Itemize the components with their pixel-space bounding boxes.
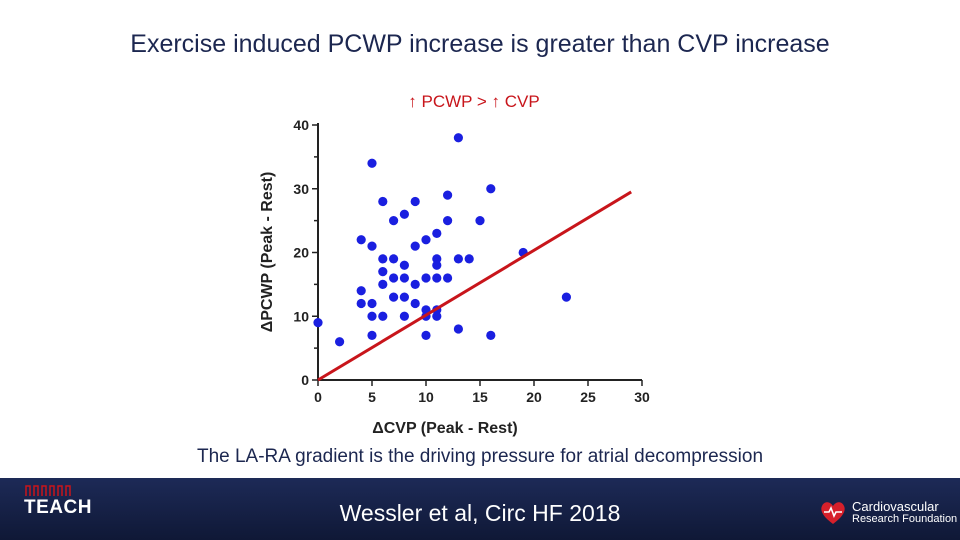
y-tick-label: 30 <box>293 181 309 197</box>
y-tick-label: 40 <box>293 117 309 133</box>
x-tick-label: 25 <box>580 389 596 405</box>
data-point <box>367 311 377 321</box>
y-tick-label: 20 <box>293 245 309 261</box>
data-point <box>486 184 496 194</box>
data-point <box>561 292 571 302</box>
data-point <box>367 330 377 340</box>
data-point <box>475 216 485 226</box>
chart-ticks: 0 10 20 30 40 0 5 10 15 20 25 30 <box>293 117 650 405</box>
x-tick-label: 10 <box>418 389 434 405</box>
x-tick-label: 5 <box>368 389 376 405</box>
data-point <box>389 216 399 226</box>
data-point <box>410 196 420 207</box>
data-point <box>453 133 463 143</box>
chart-points <box>313 133 571 347</box>
crf-logo-line1: Cardiovascular <box>852 499 939 514</box>
data-point <box>432 254 442 264</box>
data-point <box>421 330 431 340</box>
data-point <box>421 273 431 283</box>
footer-bar <box>0 478 960 540</box>
data-point <box>453 324 463 334</box>
data-point <box>378 254 388 264</box>
data-point <box>432 311 442 321</box>
teach-logo-icon <box>25 485 71 496</box>
y-tick-label: 10 <box>293 308 309 324</box>
x-tick-label: 15 <box>472 389 488 405</box>
data-point <box>367 158 377 168</box>
slide-title: Exercise induced PCWP increase is greate… <box>130 30 830 58</box>
teach-logo-text: TEACH <box>24 497 92 518</box>
data-point <box>378 311 388 321</box>
scatter-chart: 0 10 20 30 40 0 5 10 15 20 25 30 ΔCVP (Peak - Rest)… <box>259 117 650 437</box>
data-point <box>410 298 420 309</box>
crf-heart-icon <box>821 502 845 524</box>
data-point <box>389 273 399 283</box>
y-tick-label: 0 <box>301 372 309 388</box>
data-point <box>389 292 399 302</box>
data-point <box>389 254 399 264</box>
data-point <box>313 318 323 328</box>
data-point <box>399 292 409 302</box>
data-point <box>378 196 388 207</box>
data-point <box>399 273 409 283</box>
chart-title: ↑ PCWP > ↑ CVP <box>408 92 540 111</box>
data-point <box>399 260 409 270</box>
data-point <box>378 279 388 289</box>
x-axis-label: ΔCVP (Peak - Rest) <box>372 420 517 437</box>
data-point <box>443 190 453 200</box>
data-point <box>453 254 463 264</box>
chart-axes <box>317 123 642 381</box>
slide-caption: The LA-RA gradient is the driving pressu… <box>196 446 764 467</box>
data-point <box>432 228 442 238</box>
x-tick-label: 30 <box>634 389 650 405</box>
data-point <box>421 235 431 245</box>
data-point <box>335 337 345 347</box>
data-point <box>410 279 420 289</box>
crf-logo-text: Cardiovascular Research Foundation <box>852 499 958 525</box>
y-axis-label: ΔPCWP (Peak - Rest) <box>259 172 276 333</box>
data-point <box>399 311 409 321</box>
data-point <box>432 260 442 270</box>
x-tick-label: 0 <box>314 389 322 405</box>
data-point <box>464 254 474 264</box>
data-point <box>356 286 366 296</box>
crf-logo-line2: Research Foundation <box>852 513 958 525</box>
data-point <box>486 330 496 340</box>
data-point <box>356 235 366 245</box>
x-tick-label: 20 <box>526 389 542 405</box>
data-point <box>367 298 377 309</box>
data-point <box>356 298 366 309</box>
data-point <box>410 241 420 251</box>
data-point <box>443 273 453 283</box>
chart-reference-line <box>317 190 632 382</box>
data-point <box>443 216 453 226</box>
data-point <box>399 209 409 219</box>
citation: Wessler et al, Circ HF 2018 <box>339 500 621 526</box>
reference-line <box>317 190 632 382</box>
data-point <box>432 273 442 283</box>
data-point <box>367 241 377 251</box>
data-point <box>378 267 388 277</box>
